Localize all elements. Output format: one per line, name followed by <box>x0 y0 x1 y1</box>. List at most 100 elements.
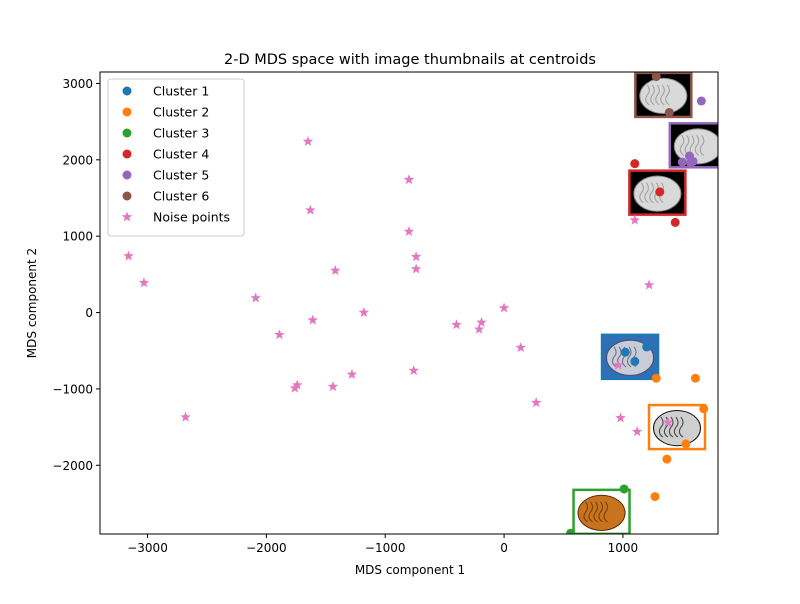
x-tick-label: 1000 <box>608 541 639 555</box>
y-tick-label: 0 <box>85 306 93 320</box>
axis-ticks: −3000 −2000 −1000 0 1000 −2000 −1000 0 1000 2000 3… <box>52 77 638 555</box>
brain-fold <box>583 501 589 523</box>
x-tick-label: −3000 <box>127 541 168 555</box>
data-point <box>690 373 700 383</box>
data-point <box>642 342 652 352</box>
data-point <box>530 397 542 408</box>
data-point <box>327 381 339 392</box>
legend-label: Cluster 3 <box>153 126 209 141</box>
data-point <box>696 96 706 106</box>
chart-title: 2-D MDS space with image thumbnails at c… <box>224 52 596 68</box>
data-point <box>619 484 629 494</box>
legend-label: Cluster 5 <box>153 168 209 183</box>
legend-entry: Cluster 6 <box>122 189 209 204</box>
brain-image <box>639 77 688 115</box>
data-point <box>629 214 641 225</box>
data-point <box>655 187 665 197</box>
brain-fold <box>603 501 609 523</box>
series-cluster-3 <box>566 484 629 534</box>
data-point <box>681 439 691 449</box>
data-point <box>123 250 134 261</box>
brain-fold <box>611 346 617 368</box>
data-point <box>677 157 687 167</box>
data-point <box>515 342 526 353</box>
thumbnail-border <box>628 169 687 216</box>
brain-fold <box>649 182 654 204</box>
data-point <box>307 314 318 325</box>
series-cluster-2 <box>650 373 709 502</box>
legend-marker <box>122 170 132 180</box>
plot-frame <box>99 71 719 535</box>
data-point <box>403 174 415 185</box>
data-point <box>473 323 485 334</box>
x-tick-label: 0 <box>500 541 508 555</box>
series-cluster-4 <box>630 159 680 227</box>
legend-marker <box>121 211 133 222</box>
brain-fold <box>626 346 632 368</box>
data-point <box>410 251 422 262</box>
data-point <box>688 156 698 166</box>
legend-label: Cluster 4 <box>153 147 209 162</box>
brain-fold <box>645 84 650 106</box>
data-point <box>346 368 358 379</box>
y-tick-label: 2000 <box>62 153 93 167</box>
legend-entry: Cluster 4 <box>122 147 209 162</box>
legend-entry: Cluster 2 <box>122 105 209 120</box>
legend-entry: Noise points <box>121 210 230 225</box>
data-point <box>630 159 640 169</box>
legend-marker <box>122 191 132 201</box>
y-tick-label: −2000 <box>52 459 93 473</box>
thumbnail-cluster-3 <box>572 488 631 534</box>
data-point <box>302 135 314 146</box>
thumbnail-cluster-1 <box>600 333 660 381</box>
legend-entry: Cluster 3 <box>122 126 209 141</box>
brain-fold <box>679 135 685 156</box>
data-point <box>498 302 510 313</box>
data-point <box>403 226 415 237</box>
x-tick-label: −1000 <box>365 541 406 555</box>
brain-fold <box>588 501 594 523</box>
data-point <box>138 277 150 288</box>
brain-fold <box>668 416 674 438</box>
data-point <box>358 307 370 317</box>
brain-fold <box>673 416 679 438</box>
data-point <box>651 72 661 82</box>
data-point <box>670 217 680 227</box>
legend-label: Cluster 1 <box>153 84 209 99</box>
legend-marker <box>122 128 132 138</box>
legend-box <box>107 78 245 237</box>
x-axis-label: MDS component 1 <box>355 563 465 577</box>
series-cluster-1 <box>620 342 652 366</box>
data-point <box>451 319 462 330</box>
series-cluster-6 <box>651 72 674 117</box>
brain-fold <box>655 84 660 106</box>
legend-entry: Cluster 1 <box>122 84 209 99</box>
thumbnail-border <box>634 72 693 119</box>
legend-marker <box>122 86 132 96</box>
brain-fold <box>665 84 670 106</box>
legend-marker <box>122 149 132 159</box>
data-point <box>699 404 709 414</box>
brain-fold <box>678 416 684 438</box>
thumbnail-cluster-2 <box>647 403 707 451</box>
data-point <box>615 412 626 423</box>
data-point <box>292 379 303 390</box>
data-point <box>664 107 674 117</box>
data-point <box>476 316 487 327</box>
data-point <box>566 528 576 534</box>
data-point <box>651 373 661 383</box>
y-axis-label: MDS component 2 <box>25 248 39 358</box>
series-noise-points <box>123 135 674 437</box>
data-point <box>612 359 624 370</box>
y-tick-label: −1000 <box>52 382 93 396</box>
y-tick-label: 3000 <box>62 77 93 91</box>
legend-label: Noise points <box>153 210 230 225</box>
data-point <box>250 292 261 303</box>
data-point <box>650 492 660 502</box>
data-point <box>289 382 301 393</box>
data-point <box>305 204 316 215</box>
brain-fold <box>660 84 665 106</box>
data-point <box>620 347 630 357</box>
data-point <box>408 365 419 376</box>
